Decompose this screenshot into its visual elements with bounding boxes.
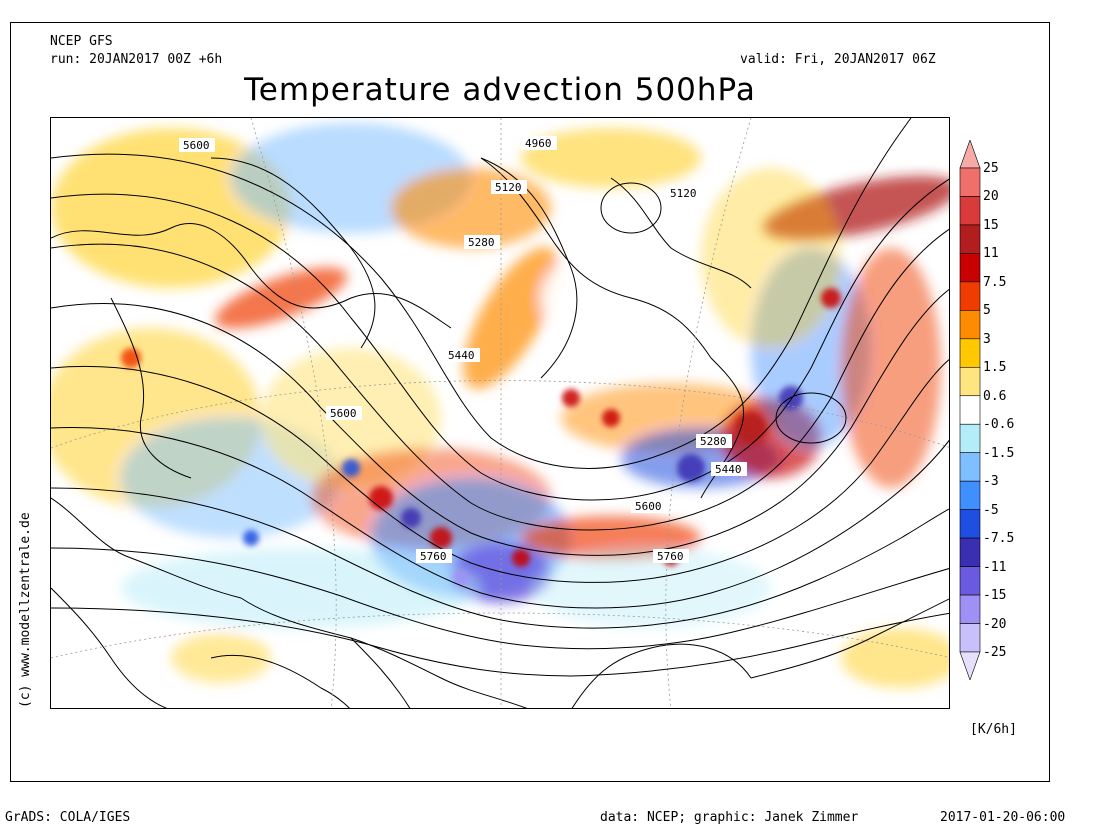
legend-swatch [959,509,981,539]
legend-swatch [959,480,981,510]
run-time: run: 20JAN2017 00Z +6h [50,52,223,67]
data-credit: data: NCEP; graphic: Janek Zimmer [600,810,859,825]
legend-swatch [959,167,981,197]
legend-swatch [959,594,981,624]
advection-detail [121,288,841,586]
legend-label: -0.6 [983,417,1015,433]
geopotential-contours [51,118,949,677]
plot-frame [10,22,1050,782]
model-name: NCEP GFS [50,34,113,49]
contour-label: 5280 [700,435,727,448]
legend-swatch [959,196,981,226]
legend-swatch [959,395,981,425]
legend-label: -15 [983,588,1007,604]
legend-swatch [959,366,981,397]
legend-label: 7.5 [983,274,1007,290]
legend-swatch [959,566,981,596]
contour-label: 5760 [420,550,447,563]
legend-label: 1.5 [983,360,1007,376]
legend-label: -7.5 [983,531,1015,547]
color-legend: 25 20 15 11 7.5 5 3 1.5 0.6 -0.6 -1.5 -3 -5 -7.5 -11 -1… [958,140,1028,680]
contour-label: 5760 [657,550,684,563]
legend-label: 11 [983,246,999,262]
legend-label: -11 [983,559,1007,575]
contour-label: 5280 [468,236,495,249]
legend-swatch [959,224,981,254]
legend-swatch [959,281,981,311]
legend-label: 25 [983,161,999,176]
legend-label: -5 [983,502,999,518]
contour-labels: 5600 4960 5120 5120 5280 5440 5600 5280 … [179,136,747,563]
graticule [51,118,949,708]
weather-map: 5600 4960 5120 5120 5280 5440 5600 5280 … [50,117,950,709]
legend-colorbar [959,140,981,680]
contour-label: 5120 [495,181,522,194]
legend-label: -3 [983,474,999,490]
legend-label: 0.6 [983,388,1007,404]
contour-label: 5440 [715,463,742,476]
contour-label: 5600 [635,500,662,513]
contour-label: 5600 [330,407,357,420]
contour-label: 4960 [525,137,552,150]
legend-swatch [959,140,981,169]
legend-swatch [959,338,981,368]
contour-label: 5440 [448,349,475,362]
legend-label: -25 [983,645,1007,660]
legend-label: -1.5 [983,445,1015,461]
valid-time: valid: Fri, 20JAN2017 06Z [740,52,936,67]
legend-swatch [959,423,981,454]
timestamp: 2017-01-20-06:00 [940,810,1066,825]
legend-label: 15 [983,217,999,233]
legend-label: 3 [983,331,991,347]
legend-swatch [959,452,981,482]
contour-label: 5120 [670,187,697,200]
legend-units: [K/6h] [970,722,1017,737]
coastlines [51,157,949,708]
grads-credit: GrADS: COLA/IGES [5,810,131,825]
legend-swatch [959,310,981,340]
contour-label: 5600 [183,139,210,152]
map-title: Temperature advection 500hPa [244,72,756,108]
legend-label: 5 [983,303,991,319]
legend-label: -20 [983,616,1007,632]
advection-field [51,123,949,688]
website-credit: (c) www.modellzentrale.de [18,512,33,708]
legend-swatch [959,623,981,653]
legend-label: 20 [983,189,999,205]
legend-swatch [959,253,981,283]
legend-swatch [959,651,981,680]
legend-swatch [959,537,981,567]
